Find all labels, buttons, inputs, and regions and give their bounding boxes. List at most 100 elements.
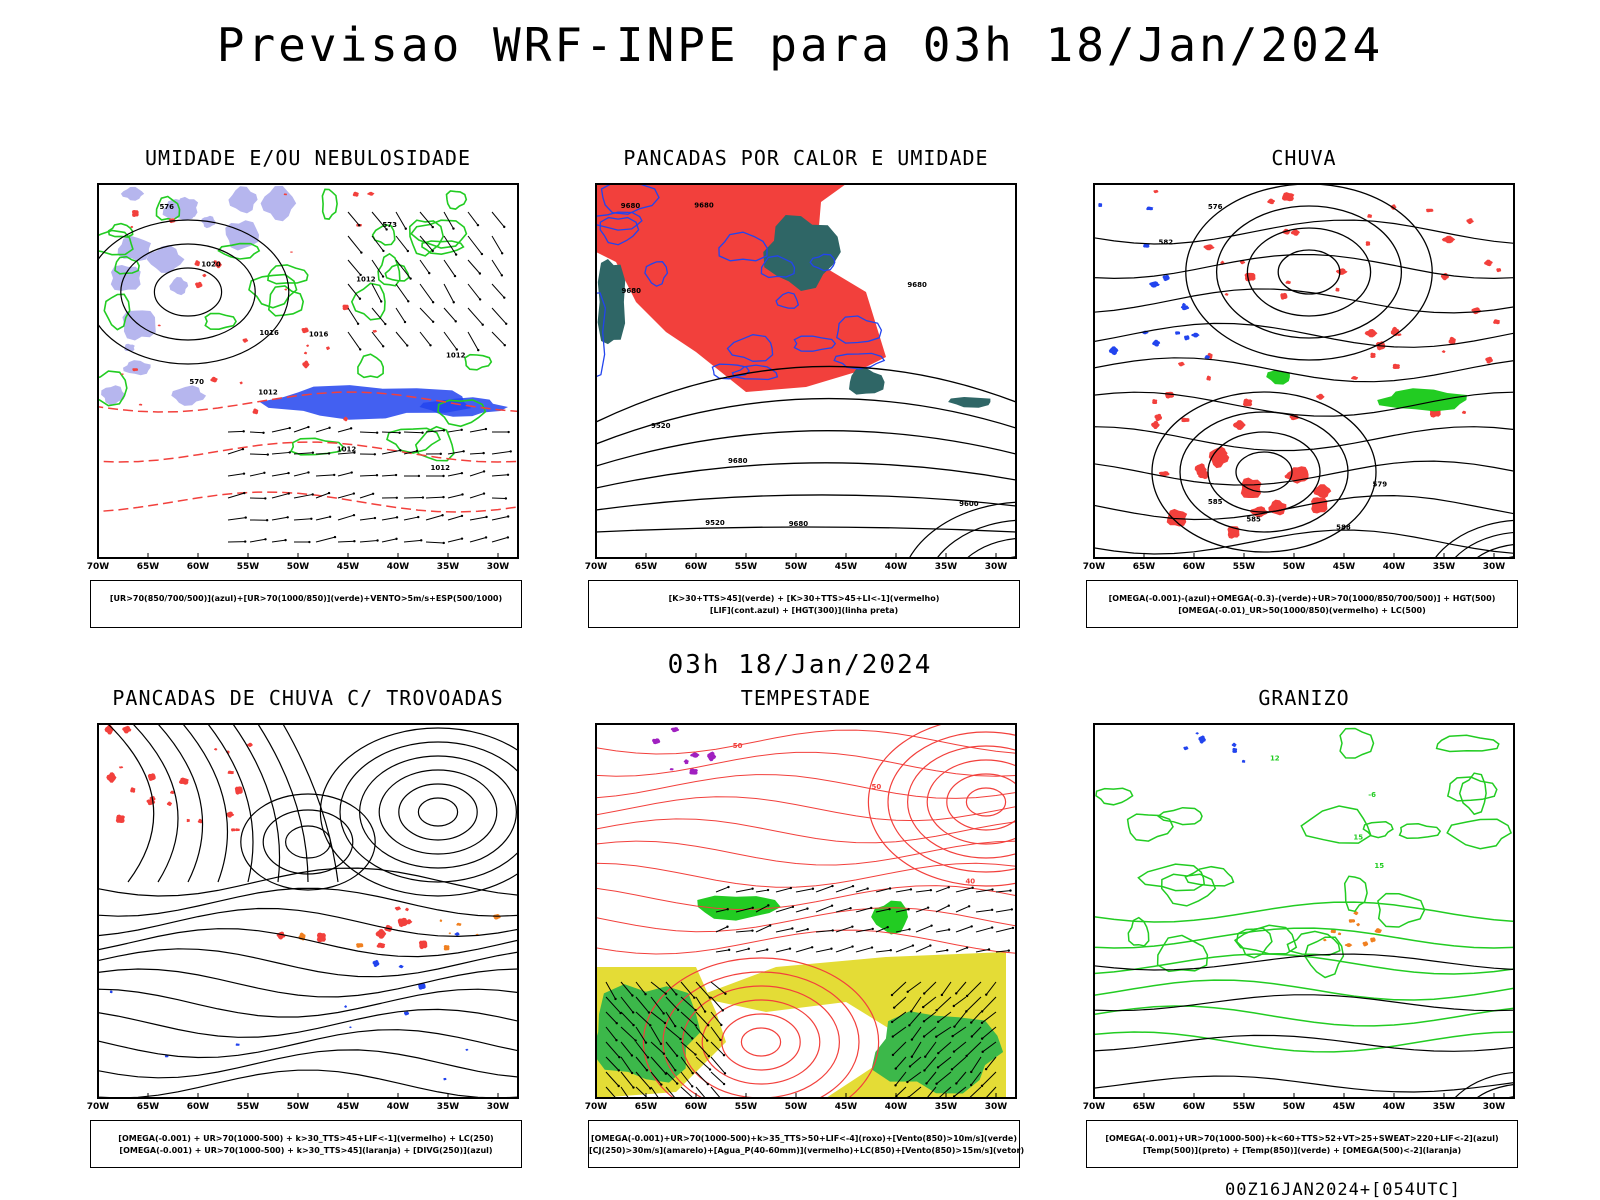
lon-tick-label: 40W — [387, 562, 410, 572]
contour-label: 9680 — [728, 457, 748, 465]
panel-title: CHUVA — [1271, 146, 1337, 170]
lon-tick-label: 55W — [1233, 562, 1256, 572]
panel-title: PANCADAS DE CHUVA C/ TROVOADAS — [112, 686, 504, 710]
lon-tick-label: 30W — [1483, 562, 1506, 572]
contour-label: -6 — [1368, 791, 1376, 799]
forecast-map: 50504012S15S18S21S24S27S30S33S36S39S42S7… — [585, 723, 1017, 1112]
lon-tick-label: 50W — [785, 562, 808, 572]
lon-tick-label: 65W — [1133, 562, 1156, 572]
contour-label: 9680 — [694, 201, 714, 209]
lon-tick-label: 50W — [287, 1102, 310, 1112]
lon-tick-label: 40W — [1383, 1102, 1406, 1112]
contour-label: 585 — [1208, 498, 1223, 506]
forecast-map: 12S15S18S21S24S27S30S33S36S39S42S70W65W6… — [87, 723, 519, 1112]
lon-tick-label: 35W — [437, 562, 460, 572]
caption-line: [CJ(250)>30m/s](amarelo)+[Agua_P(40-60mm… — [589, 1146, 1025, 1155]
lon-tick-label: 60W — [1183, 1102, 1206, 1112]
caption-line: [OMEGA(-0.001)+UR>70(1000-500)+k<60+TTS>… — [1105, 1134, 1499, 1143]
contour-label: 1012 — [356, 276, 376, 284]
panel-legend-caption: [OMEGA(-0.001)-(azul)+OMEGA(-0.3)-(verde… — [1086, 580, 1518, 628]
contour-label: 9680 — [907, 281, 927, 289]
lon-tick-label: 30W — [985, 1102, 1008, 1112]
lon-tick-label: 55W — [237, 562, 260, 572]
lon-tick-label: 55W — [237, 1102, 260, 1112]
forecast-map: 58558858557957658212S15S18S21S24S27S30S3… — [1083, 183, 1515, 572]
lon-tick-label: 40W — [885, 562, 908, 572]
contour-label: 9520 — [651, 422, 671, 430]
contour-label: 1012 — [337, 445, 357, 453]
lon-tick-label: 50W — [1283, 1102, 1306, 1112]
lon-tick-label: 50W — [785, 1102, 808, 1112]
lon-tick-label: 35W — [935, 562, 958, 572]
contour-label: 570 — [189, 378, 204, 386]
contour-label: 40 — [965, 877, 975, 885]
valid-time-label: 03h 18/Jan/2024 — [667, 650, 933, 680]
lon-tick-label: 50W — [287, 562, 310, 572]
caption-line: [OMEGA(-0.001)+UR>70(1000-500)+k>35_TTS>… — [591, 1134, 1017, 1143]
run-info-label: 00Z16JAN2024+[054UTC] — [1225, 1180, 1461, 1200]
contour-label: 12 — [1270, 755, 1280, 763]
caption-line: [OMEGA(-0.001)-(azul)+OMEGA(-0.3)-(verde… — [1108, 594, 1496, 603]
lon-tick-label: 30W — [985, 562, 1008, 572]
lon-tick-label: 70W — [585, 562, 608, 572]
forecast-map: 96809680968096809680960095209520968012S1… — [585, 183, 1017, 572]
lon-tick-label: 30W — [1483, 1102, 1506, 1112]
panel-title: TEMPESTADE — [740, 686, 872, 710]
lon-tick-label: 65W — [137, 1102, 160, 1112]
lon-tick-label: 45W — [337, 1102, 360, 1112]
forecast-map: 151512-612S15S18S21S24S27S30S33S36S39S42… — [1083, 723, 1515, 1112]
caption-line: [OMEGA(-0.001) + UR>70(1000-500) + k>30_… — [119, 1146, 493, 1155]
lon-tick-label: 70W — [87, 562, 110, 572]
lon-tick-label: 45W — [1333, 562, 1356, 572]
contour-label: 1012 — [258, 388, 278, 396]
lon-tick-label: 45W — [1333, 1102, 1356, 1112]
map-panel-chuva: CHUVA58558858557957658212S15S18S21S24S27… — [1064, 146, 1544, 646]
contour-label: 582 — [1158, 238, 1173, 246]
contour-label: 9680 — [621, 202, 641, 210]
contour-label: 50 — [733, 742, 743, 750]
lon-tick-label: 35W — [1433, 562, 1456, 572]
panel-legend-caption: [OMEGA(-0.001)+UR>70(1000-500)+k>35_TTS>… — [588, 1120, 1025, 1168]
contour-label: 585 — [1246, 516, 1261, 524]
lon-tick-label: 40W — [1383, 562, 1406, 572]
caption-line: [UR>70(850/700/500)](azul)+[UR>70(1000/8… — [109, 594, 503, 603]
lon-tick-label: 30W — [487, 562, 510, 572]
panel-title: UMIDADE E/OU NEBULOSIDADE — [144, 146, 472, 170]
lon-tick-label: 45W — [835, 562, 858, 572]
panel-legend-caption: [K>30+TTS>45](verde) + [K>30+TTS>45+LI<-… — [588, 580, 1020, 628]
lon-tick-label: 65W — [137, 562, 160, 572]
lon-tick-label: 55W — [735, 562, 758, 572]
contour-label: 50 — [872, 783, 882, 791]
map-panel-tempestade: TEMPESTADE50504012S15S18S21S24S27S30S33S… — [566, 686, 1046, 1186]
lon-tick-label: 35W — [935, 1102, 958, 1112]
contour-label: 9680 — [789, 520, 809, 528]
contour-label: 1016 — [309, 330, 329, 338]
contour-label: 576 — [1208, 203, 1223, 211]
lon-tick-label: 65W — [635, 1102, 658, 1112]
contour-label: 1016 — [259, 329, 279, 337]
lon-tick-label: 60W — [685, 562, 708, 572]
contour-label: 576 — [159, 203, 174, 211]
lon-tick-label: 70W — [87, 1102, 110, 1112]
lon-tick-label: 50W — [1283, 562, 1306, 572]
lon-tick-label: 60W — [187, 562, 210, 572]
lon-tick-label: 60W — [1183, 562, 1206, 572]
panel-legend-caption: [OMEGA(-0.001) + UR>70(1000-500) + k>30_… — [90, 1120, 522, 1168]
map-panel-granizo: GRANIZO151512-612S15S18S21S24S27S30S33S3… — [1064, 686, 1544, 1186]
panel-legend-caption: [OMEGA(-0.001)+UR>70(1000-500)+k<60+TTS>… — [1086, 1120, 1518, 1168]
contour-label: 15 — [1374, 862, 1384, 870]
contour-label: 15 — [1353, 833, 1363, 841]
lon-tick-label: 40W — [885, 1102, 908, 1112]
contour-label: 573 — [382, 221, 397, 229]
panel-title: PANCADAS POR CALOR E UMIDADE — [623, 146, 989, 170]
contour-label: 9680 — [622, 287, 642, 295]
lon-tick-label: 70W — [1083, 562, 1106, 572]
lon-tick-label: 70W — [585, 1102, 608, 1112]
lon-tick-label: 35W — [437, 1102, 460, 1112]
lon-tick-label: 55W — [1233, 1102, 1256, 1112]
lon-tick-label: 70W — [1083, 1102, 1106, 1112]
lon-tick-label: 35W — [1433, 1102, 1456, 1112]
panel-legend-caption: [UR>70(850/700/500)](azul)+[UR>70(1000/8… — [90, 580, 522, 628]
map-panel-umidade: UMIDADE E/OU NEBULOSIDADE 1016 1012 1012 101… — [68, 146, 548, 646]
caption-line: [LIF](cont.azul) + [HGT(300)](linha pret… — [709, 606, 899, 615]
